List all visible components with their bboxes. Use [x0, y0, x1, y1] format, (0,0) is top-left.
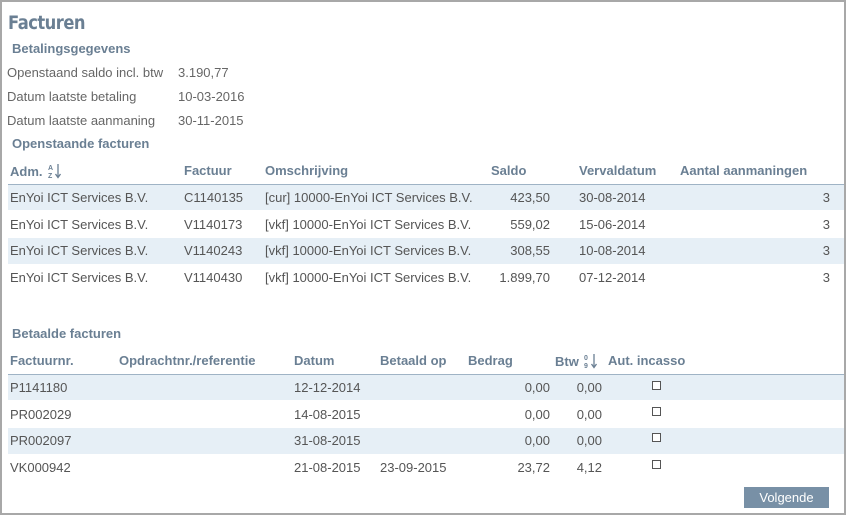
cell-saldo: 1.899,70 — [499, 270, 550, 285]
cell-omschrijving: [vkf] 10000-EnYoi ICT Services B.V. — [265, 217, 472, 232]
cell-saldo: 559,02 — [510, 217, 550, 232]
cell-aanmaningen: 3 — [822, 270, 830, 285]
cell-vervaldatum: 10-08-2014 — [579, 243, 646, 258]
cell-adm: EnYoi ICT Services B.V. — [10, 217, 149, 232]
sort-alpha-icon[interactable]: A Z — [48, 163, 62, 182]
cell-bedrag: 0,00 — [524, 380, 550, 395]
table-row[interactable]: EnYoi ICT Services B.V. C1140135 [cur] 1… — [8, 184, 844, 210]
cell-aanmaningen: 3 — [822, 243, 830, 258]
cell-vervaldatum: 30-08-2014 — [579, 190, 646, 205]
col-header-datum[interactable]: Datum — [294, 353, 335, 368]
table-row[interactable]: PR002097 31-08-2015 0,00 0,00 — [8, 428, 844, 454]
cell-bedrag: 23,72 — [517, 460, 550, 475]
cell-btw: 0,00 — [576, 380, 602, 395]
col-header-opdracht[interactable]: Opdrachtnr./referentie — [119, 353, 256, 368]
col-header-vervaldatum[interactable]: Vervaldatum — [579, 163, 657, 178]
cell-vervaldatum: 15-06-2014 — [579, 217, 646, 232]
cell-factuurnr: P1141180 — [10, 380, 68, 395]
col-header-factuur[interactable]: Factuur — [184, 163, 232, 178]
cell-adm: EnYoi ICT Services B.V. — [10, 190, 149, 205]
cell-aanmaningen: 3 — [822, 217, 830, 232]
col-header-omschrijving[interactable]: Omschrijving — [265, 163, 349, 178]
table-row[interactable]: P1141180 12-12-2014 0,00 0,00 — [8, 374, 844, 400]
outstanding-balance-value: 3.190,77 — [178, 65, 229, 80]
cell-datum: 31-08-2015 — [294, 433, 361, 448]
auto-incasso-checkbox[interactable] — [652, 460, 661, 469]
cell-saldo: 308,55 — [510, 243, 550, 258]
cell-datum: 14-08-2015 — [294, 407, 361, 422]
auto-incasso-checkbox[interactable] — [652, 433, 661, 442]
cell-factuurnr: PR002029 — [10, 407, 72, 422]
cell-factuur: V1140430 — [184, 270, 243, 285]
cell-adm: EnYoi ICT Services B.V. — [10, 243, 149, 258]
auto-incasso-checkbox[interactable] — [652, 407, 661, 416]
table-row[interactable]: EnYoi ICT Services B.V. V1140243 [vkf] 1… — [8, 238, 844, 264]
last-payment-label: Datum laatste betaling — [7, 89, 137, 104]
cell-factuur: C1140135 — [184, 190, 244, 205]
col-header-incasso[interactable]: Aut. incasso — [608, 353, 686, 368]
cell-btw: 0,00 — [576, 433, 602, 448]
table-row[interactable]: EnYoi ICT Services B.V. V1140430 [vkf] 1… — [8, 265, 844, 291]
col-header-bedrag[interactable]: Bedrag — [468, 353, 513, 368]
cell-omschrijving: [cur] 10000-EnYoi ICT Services B.V. — [265, 190, 473, 205]
cell-vervaldatum: 07-12-2014 — [579, 270, 646, 285]
outstanding-balance-label: Openstaand saldo incl. btw — [7, 65, 164, 80]
cell-adm: EnYoi ICT Services B.V. — [10, 270, 149, 285]
last-reminder-label: Datum laatste aanmaning — [7, 113, 156, 128]
col-header-saldo[interactable]: Saldo — [491, 163, 527, 178]
cell-btw: 4,12 — [576, 460, 602, 475]
col-header-aanmaningen[interactable]: Aantal aanmaningen — [680, 163, 808, 178]
cell-aanmaningen: 3 — [822, 190, 830, 205]
col-header-btw[interactable]: Btw 0 9 — [555, 353, 598, 372]
col-header-btw-label: Btw — [555, 353, 579, 369]
table-row[interactable]: VK000942 21-08-2015 23-09-2015 23,72 4,1… — [8, 455, 844, 481]
cell-omschrijving: [vkf] 10000-EnYoi ICT Services B.V. — [265, 243, 472, 258]
next-button[interactable]: Volgende — [744, 487, 829, 508]
table-row[interactable]: EnYoi ICT Services B.V. V1140173 [vkf] 1… — [8, 212, 844, 238]
cell-factuurnr: VK000942 — [10, 460, 71, 475]
col-header-adm-label: Adm. — [10, 163, 43, 179]
svg-text:A: A — [48, 165, 53, 172]
cell-saldo: 423,50 — [510, 190, 550, 205]
paid-invoices-title: Betaalde facturen — [12, 326, 122, 341]
cell-bedrag: 0,00 — [524, 433, 550, 448]
payment-info-title: Betalingsgegevens — [12, 41, 131, 56]
cell-datum: 21-08-2015 — [294, 460, 361, 475]
cell-omschrijving: [vkf] 10000-EnYoi ICT Services B.V. — [265, 270, 472, 285]
svg-text:0: 0 — [584, 355, 588, 362]
col-header-adm[interactable]: Adm. A Z — [10, 163, 62, 182]
page-title: Facturen — [8, 12, 86, 34]
auto-incasso-checkbox[interactable] — [652, 381, 661, 390]
sort-numeric-icon[interactable]: 0 9 — [584, 353, 598, 372]
svg-text:9: 9 — [584, 363, 588, 369]
col-header-factuurnr[interactable]: Factuurnr. — [10, 353, 74, 368]
cell-betaald-op: 23-09-2015 — [380, 460, 447, 475]
cell-bedrag: 0,00 — [524, 407, 550, 422]
last-reminder-value: 30-11-2015 — [178, 113, 244, 128]
cell-btw: 0,00 — [576, 407, 602, 422]
cell-factuur: V1140173 — [184, 217, 243, 232]
svg-text:Z: Z — [48, 173, 53, 179]
last-payment-value: 10-03-2016 — [178, 89, 245, 104]
open-invoices-title: Openstaande facturen — [12, 136, 150, 151]
cell-datum: 12-12-2014 — [294, 380, 361, 395]
cell-factuur: V1140243 — [184, 243, 243, 258]
table-row[interactable]: PR002029 14-08-2015 0,00 0,00 — [8, 402, 844, 428]
cell-factuurnr: PR002097 — [10, 433, 72, 448]
col-header-betaald-op[interactable]: Betaald op — [380, 353, 447, 368]
